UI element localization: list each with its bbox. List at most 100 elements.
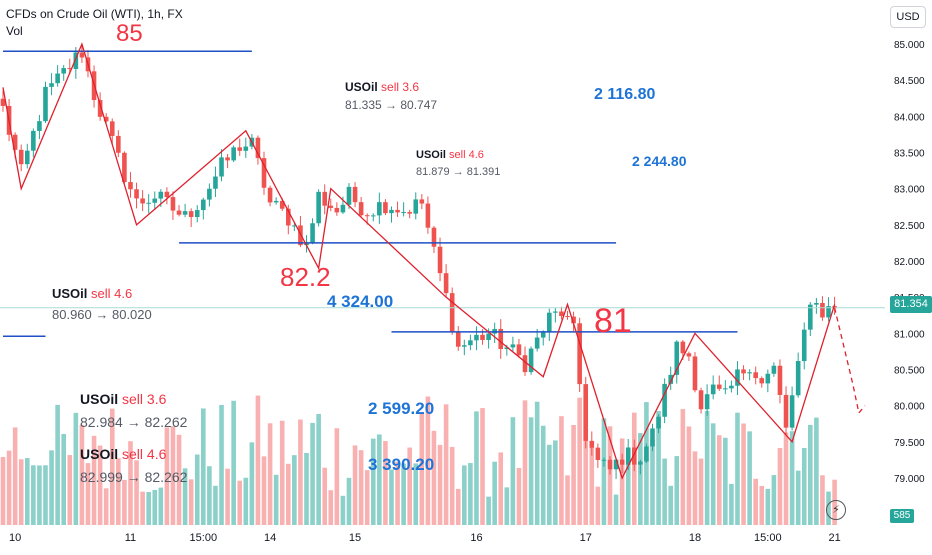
candle-body xyxy=(194,210,200,217)
volume-bar xyxy=(383,441,388,525)
volume-bar xyxy=(389,469,394,525)
volume-bar xyxy=(146,492,151,525)
level-lines xyxy=(0,50,885,337)
volume-bar xyxy=(352,445,358,525)
volume-bar xyxy=(443,404,449,525)
candle-body xyxy=(401,212,406,214)
candle-body xyxy=(607,459,613,470)
candle-body xyxy=(279,200,285,209)
candle-body xyxy=(443,273,449,294)
volume-bar xyxy=(795,470,801,525)
volume-bar xyxy=(504,487,510,525)
volume-bar xyxy=(729,483,734,525)
trade-range: 80.960 → 80.020 xyxy=(52,307,152,322)
volume-bar xyxy=(449,446,455,525)
replay-clock-icon[interactable]: ⚡ xyxy=(826,500,846,520)
profit-label: 2 244.80 xyxy=(632,153,687,169)
volume-bar xyxy=(577,397,582,525)
volume-bar xyxy=(140,491,145,525)
volume-bar xyxy=(710,423,716,525)
volume-bar xyxy=(540,425,546,525)
candle-body xyxy=(67,68,73,70)
volume-bar xyxy=(298,419,303,525)
price-tick-label: 83.500 xyxy=(894,149,925,160)
volume-bar xyxy=(662,458,667,525)
candle-body xyxy=(37,121,42,131)
time-axis: 10 11 15:00 14 15 16 17 18 15:00 21 xyxy=(0,527,885,550)
volume-bar xyxy=(783,432,789,525)
candle-body xyxy=(729,385,734,389)
price-tick-label: 82.000 xyxy=(894,257,925,268)
volume-bar xyxy=(37,465,42,525)
price-tick-label: 80.500 xyxy=(894,366,925,377)
volume-bar xyxy=(801,448,807,525)
candle-body xyxy=(783,394,789,428)
volume-bar xyxy=(273,474,279,525)
volume-bar xyxy=(279,420,285,525)
volume-bar xyxy=(134,460,139,525)
candle-body xyxy=(395,209,400,213)
candle-body xyxy=(808,304,813,330)
candle-body xyxy=(656,416,661,429)
price-tick-label: 80.000 xyxy=(894,402,925,413)
candle-body xyxy=(795,361,801,396)
candle-body xyxy=(243,146,249,151)
candle-body xyxy=(334,207,340,213)
price-tick-label: 79.500 xyxy=(894,438,925,449)
volume-bar xyxy=(316,414,321,525)
candle-body xyxy=(528,348,534,373)
volume-bar xyxy=(334,428,340,525)
candle-body xyxy=(577,323,582,385)
volume-bar xyxy=(79,424,85,525)
volume-bar xyxy=(91,435,97,525)
profit-label: 3 390.20 xyxy=(368,455,435,474)
candle-body xyxy=(419,199,425,204)
chart-legend: CFDs on Crude Oil (WTI), 1h, FX Vol xyxy=(6,6,183,40)
price-tick-label: 84.000 xyxy=(894,112,925,123)
volume-bar xyxy=(346,477,352,525)
volume-bar xyxy=(225,468,230,525)
candle-body xyxy=(176,210,182,215)
volume-bar xyxy=(692,451,698,525)
volume-bar xyxy=(704,410,710,525)
volume-bar xyxy=(468,463,473,525)
volume-label: Vol xyxy=(6,24,23,38)
candle-body xyxy=(650,428,655,447)
candle-body xyxy=(765,373,771,384)
trade-action: sell 4.6 xyxy=(122,446,167,462)
volume-bar xyxy=(49,450,54,525)
candle-body xyxy=(638,461,643,465)
candle-body xyxy=(547,312,552,332)
candle-body xyxy=(613,459,619,470)
volume-bar xyxy=(686,426,692,525)
volume-bar xyxy=(322,467,328,525)
volume-bar xyxy=(534,401,540,525)
candle-body xyxy=(510,344,516,348)
candle-body xyxy=(304,242,309,246)
candle-body xyxy=(595,447,601,461)
volume-bar xyxy=(243,477,249,525)
candle-body xyxy=(668,374,673,384)
time-tick-label: 11 xyxy=(125,532,136,544)
candle-body xyxy=(340,204,346,213)
volume-bar xyxy=(158,487,164,525)
candle-body xyxy=(437,246,443,274)
candle-body xyxy=(583,384,589,441)
candle-body xyxy=(716,384,722,389)
candle-body xyxy=(109,121,115,136)
candle-body xyxy=(158,191,164,199)
candle-body xyxy=(188,211,194,217)
currency-button[interactable]: USD xyxy=(890,6,926,28)
candle-body xyxy=(468,340,473,346)
volume-bar xyxy=(747,431,752,525)
candle-body xyxy=(826,306,831,318)
volume-bar xyxy=(73,412,79,525)
candle-body xyxy=(625,447,631,465)
volume-bar xyxy=(267,423,273,525)
candle-body xyxy=(370,215,376,217)
volume-bar xyxy=(814,417,819,525)
volume-bar xyxy=(723,437,728,525)
candle-body xyxy=(480,334,485,340)
